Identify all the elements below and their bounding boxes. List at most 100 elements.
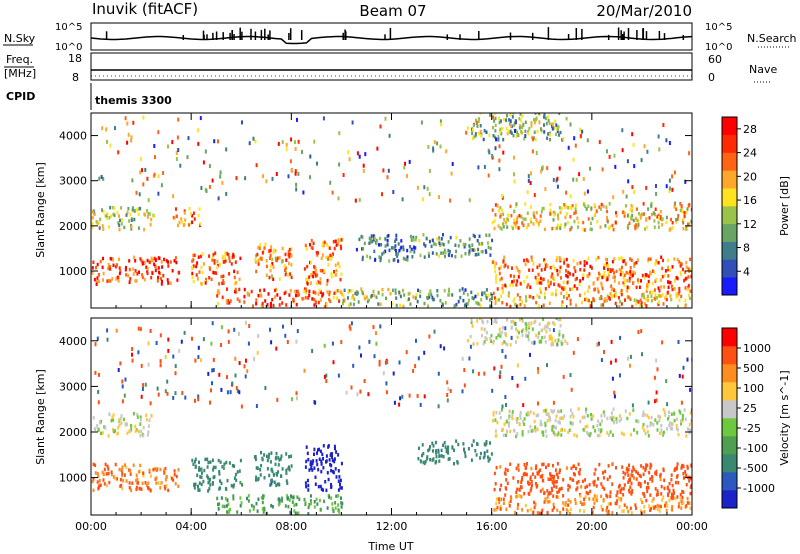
heatmap-cell [661, 274, 664, 279]
heatmap-cell [686, 222, 689, 227]
heatmap-cell [316, 161, 318, 166]
heatmap-cell [448, 457, 451, 461]
heatmap-cell [331, 502, 334, 506]
colorbar-tick-label: 16 [743, 194, 757, 207]
heatmap-cell [507, 218, 510, 222]
heatmap-cell [678, 289, 681, 293]
heatmap-cell [477, 165, 480, 170]
heatmap-cell [325, 255, 328, 260]
heatmap-cell [326, 506, 329, 510]
heatmap-cell [362, 247, 365, 251]
heatmap-cell [674, 496, 677, 501]
heatmap-cell [213, 475, 216, 479]
heatmap-cell [563, 295, 566, 299]
heatmap-cell [522, 217, 525, 221]
heatmap-cell [685, 210, 688, 215]
heatmap-cell [675, 220, 678, 225]
heatmap-cell [522, 327, 525, 332]
heatmap-cell [391, 288, 394, 293]
heatmap-cell [431, 458, 434, 462]
heatmap-cell [545, 412, 548, 417]
heatmap-cell [280, 454, 283, 458]
heatmap-cell [289, 510, 292, 515]
heatmap-cell [313, 452, 315, 456]
heatmap-cell [108, 216, 111, 220]
colorbar-tick-label: -25 [743, 422, 761, 435]
heatmap-cell [177, 484, 180, 488]
heatmap-cell [571, 478, 574, 482]
heatmap-cell [663, 478, 666, 482]
heatmap-cell [676, 258, 679, 262]
colorbar-swatch [722, 490, 737, 509]
heatmap-cell [429, 457, 432, 462]
heatmap-cell [166, 278, 169, 282]
heatmap-cell [558, 284, 561, 288]
heatmap-cell [649, 508, 652, 512]
heatmap-cell [567, 205, 570, 210]
heatmap-cell [252, 136, 255, 141]
heatmap-cell [437, 404, 440, 409]
heatmap-cell [128, 280, 131, 284]
heatmap-cell [198, 270, 201, 274]
heatmap-cell [603, 271, 606, 275]
heatmap-cell [133, 208, 136, 213]
heatmap-cell [386, 243, 389, 247]
heatmap-cell [687, 267, 690, 271]
heatmap-cell [471, 243, 474, 247]
heatmap-cell [255, 478, 257, 482]
heatmap-cell [498, 298, 500, 302]
heatmap-cell [473, 234, 476, 239]
heatmap-cell [575, 177, 578, 182]
heatmap-cell [547, 282, 550, 286]
heatmap-cell [606, 218, 609, 223]
heatmap-cell [370, 237, 373, 242]
heatmap-cell [335, 243, 338, 247]
heatmap-cell [273, 473, 275, 477]
heatmap-cell [690, 274, 692, 279]
heatmap-cell [535, 485, 538, 489]
heatmap-cell [527, 283, 530, 287]
heatmap-cell [107, 467, 110, 471]
heatmap-cell [519, 414, 522, 418]
heatmap-cell [678, 286, 681, 291]
heatmap-cell [240, 404, 243, 409]
heatmap-cell [511, 410, 514, 414]
heatmap-cell [581, 479, 584, 484]
heatmap-cell [246, 369, 249, 374]
heatmap-cell [494, 129, 497, 133]
heatmap-cell [637, 471, 639, 476]
heatmap-cell [569, 421, 572, 425]
heatmap-cell [685, 227, 688, 231]
heatmap-cell [97, 272, 100, 277]
heatmap-cell [364, 152, 367, 157]
heatmap-cell [270, 478, 273, 483]
heatmap-cell [508, 421, 511, 425]
heatmap-cell [640, 213, 642, 218]
heatmap-cell [289, 252, 292, 256]
heatmap-cell [110, 470, 113, 474]
heatmap-cell [686, 466, 689, 470]
heatmap-cell [451, 445, 454, 449]
heatmap-cell [583, 415, 586, 419]
heatmap-cell [279, 296, 282, 301]
heatmap-cell [559, 226, 562, 231]
heatmap-cell [529, 488, 532, 493]
heatmap-cell [593, 472, 596, 476]
heatmap-cell [643, 505, 646, 509]
heatmap-cell [96, 472, 99, 476]
heatmap-cell [656, 489, 659, 493]
heatmap-cell [516, 420, 518, 424]
heatmap-cell [466, 126, 469, 130]
heatmap-cell [626, 278, 629, 283]
heatmap-cell [549, 477, 552, 481]
heatmap-cell [611, 415, 614, 420]
heatmap-cell [656, 507, 659, 512]
heatmap-cell [117, 279, 120, 283]
heatmap-cell [463, 368, 466, 372]
heatmap-cell [555, 480, 558, 484]
heatmap-cell [606, 149, 608, 154]
heatmap-cell [567, 270, 570, 275]
heatmap-cell [562, 334, 565, 338]
heatmap-cell [297, 511, 300, 515]
colorbar-tick-label: 20 [743, 170, 757, 183]
